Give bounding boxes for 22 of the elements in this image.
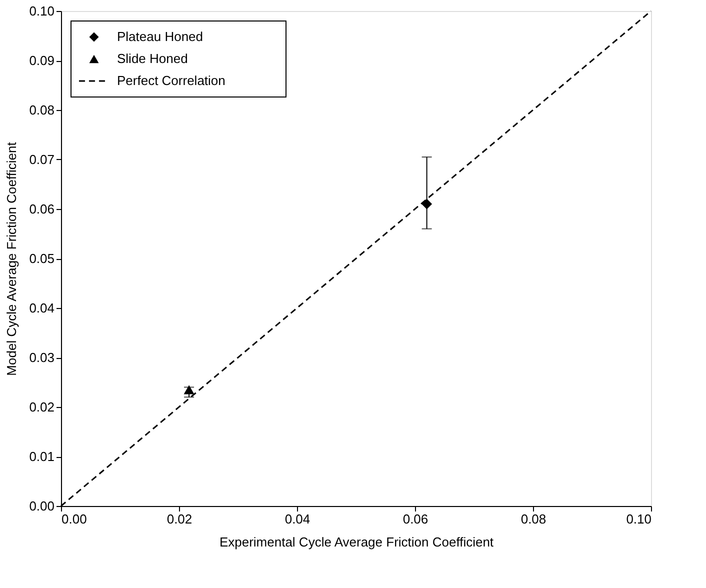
y-tick-label: 0.10: [29, 4, 54, 18]
y-tick-label: 0.03: [29, 350, 54, 365]
legend-label: Perfect Correlation: [117, 73, 226, 88]
y-tick-label: 0.01: [29, 449, 54, 464]
y-tick-label: 0.00: [29, 498, 54, 514]
x-tick-label: 0.08: [520, 512, 546, 526]
y-tick-label: 0.06: [29, 202, 54, 216]
y-tick-label: 0.02: [29, 400, 54, 414]
y-tick-label: 0.09: [29, 53, 54, 68]
x-tick-label: 0.00: [62, 512, 87, 526]
x-axis-title: Experimental Cycle Average Friction Coefficient: [219, 534, 494, 550]
y-tick-label: 0.07: [29, 152, 54, 167]
y-axis-title: Model Cycle Average Friction Coefficient: [4, 142, 20, 376]
y-tick-label: 0.05: [29, 251, 54, 266]
legend-label: Plateau Honed: [117, 29, 204, 44]
x-tick-label: 0.02: [166, 512, 192, 526]
x-tick-label: 0.04: [284, 512, 310, 526]
x-tick-label: 0.06: [402, 512, 428, 526]
y-tick-label: 0.04: [29, 300, 54, 316]
legend-label: Slide Honed: [117, 51, 188, 66]
x-tick-label: 0.10: [626, 512, 652, 526]
y-tick-label: 0.08: [29, 102, 54, 118]
